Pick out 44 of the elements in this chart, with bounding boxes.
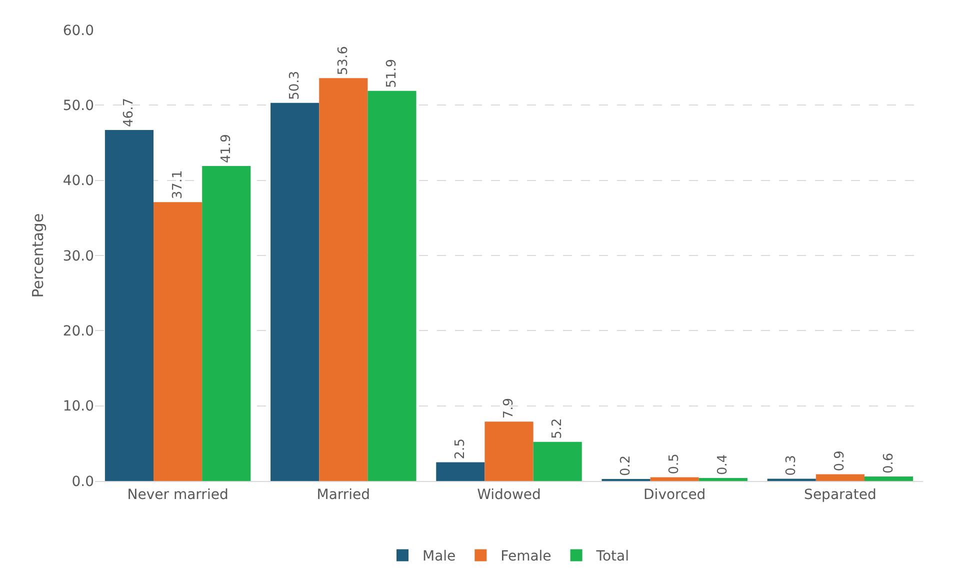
data-label: 0.6: [881, 452, 896, 474]
data-label: 41.9: [218, 134, 234, 164]
data-label: 0.4: [716, 454, 731, 475]
y-tick-label: 50.0: [62, 98, 94, 114]
bar: [104, 130, 154, 481]
data-label: 46.7: [122, 98, 137, 127]
data-label: 50.3: [287, 70, 302, 100]
data-label: 2.5: [452, 438, 468, 460]
y-axis-title: Percentage: [29, 213, 48, 298]
y-tick-label: 60.0: [62, 22, 94, 39]
y-tick-label: 20.0: [62, 324, 94, 340]
legend-label: Female: [500, 548, 552, 565]
bar: [864, 476, 914, 481]
legend-label: Male: [422, 548, 456, 565]
bar: [533, 442, 582, 481]
data-label: 51.9: [384, 58, 400, 88]
y-tick-label: 0.0: [72, 474, 94, 490]
x-tick-label: Never married: [127, 486, 228, 503]
bar: [270, 102, 320, 481]
y-tick-label: 30.0: [62, 248, 94, 264]
data-label: 0.2: [618, 455, 634, 476]
data-label: 0.9: [832, 450, 848, 472]
bar: [319, 78, 368, 481]
bar: [154, 202, 202, 481]
data-label: 53.6: [336, 46, 351, 76]
legend-label: Total: [595, 548, 629, 565]
data-label: 5.2: [550, 418, 566, 439]
bar: [816, 474, 864, 481]
data-label: 7.9: [502, 398, 516, 419]
data-label: 0.5: [667, 454, 682, 474]
x-tick-label: Widowed: [477, 486, 541, 503]
data-label: 37.1: [170, 170, 186, 200]
x-tick-label: Divorced: [644, 486, 706, 503]
bar: [650, 477, 699, 481]
y-tick-label: 10.0: [62, 398, 94, 415]
bar: [202, 166, 251, 481]
data-label: 0.3: [784, 455, 800, 476]
bar: [368, 90, 416, 481]
y-tick-label: 40.0: [62, 173, 94, 190]
bar: [484, 422, 534, 481]
bar: [698, 478, 748, 481]
bar: [436, 462, 485, 481]
x-tick-label: Married: [316, 486, 370, 503]
x-tick-label: Separated: [804, 486, 876, 503]
